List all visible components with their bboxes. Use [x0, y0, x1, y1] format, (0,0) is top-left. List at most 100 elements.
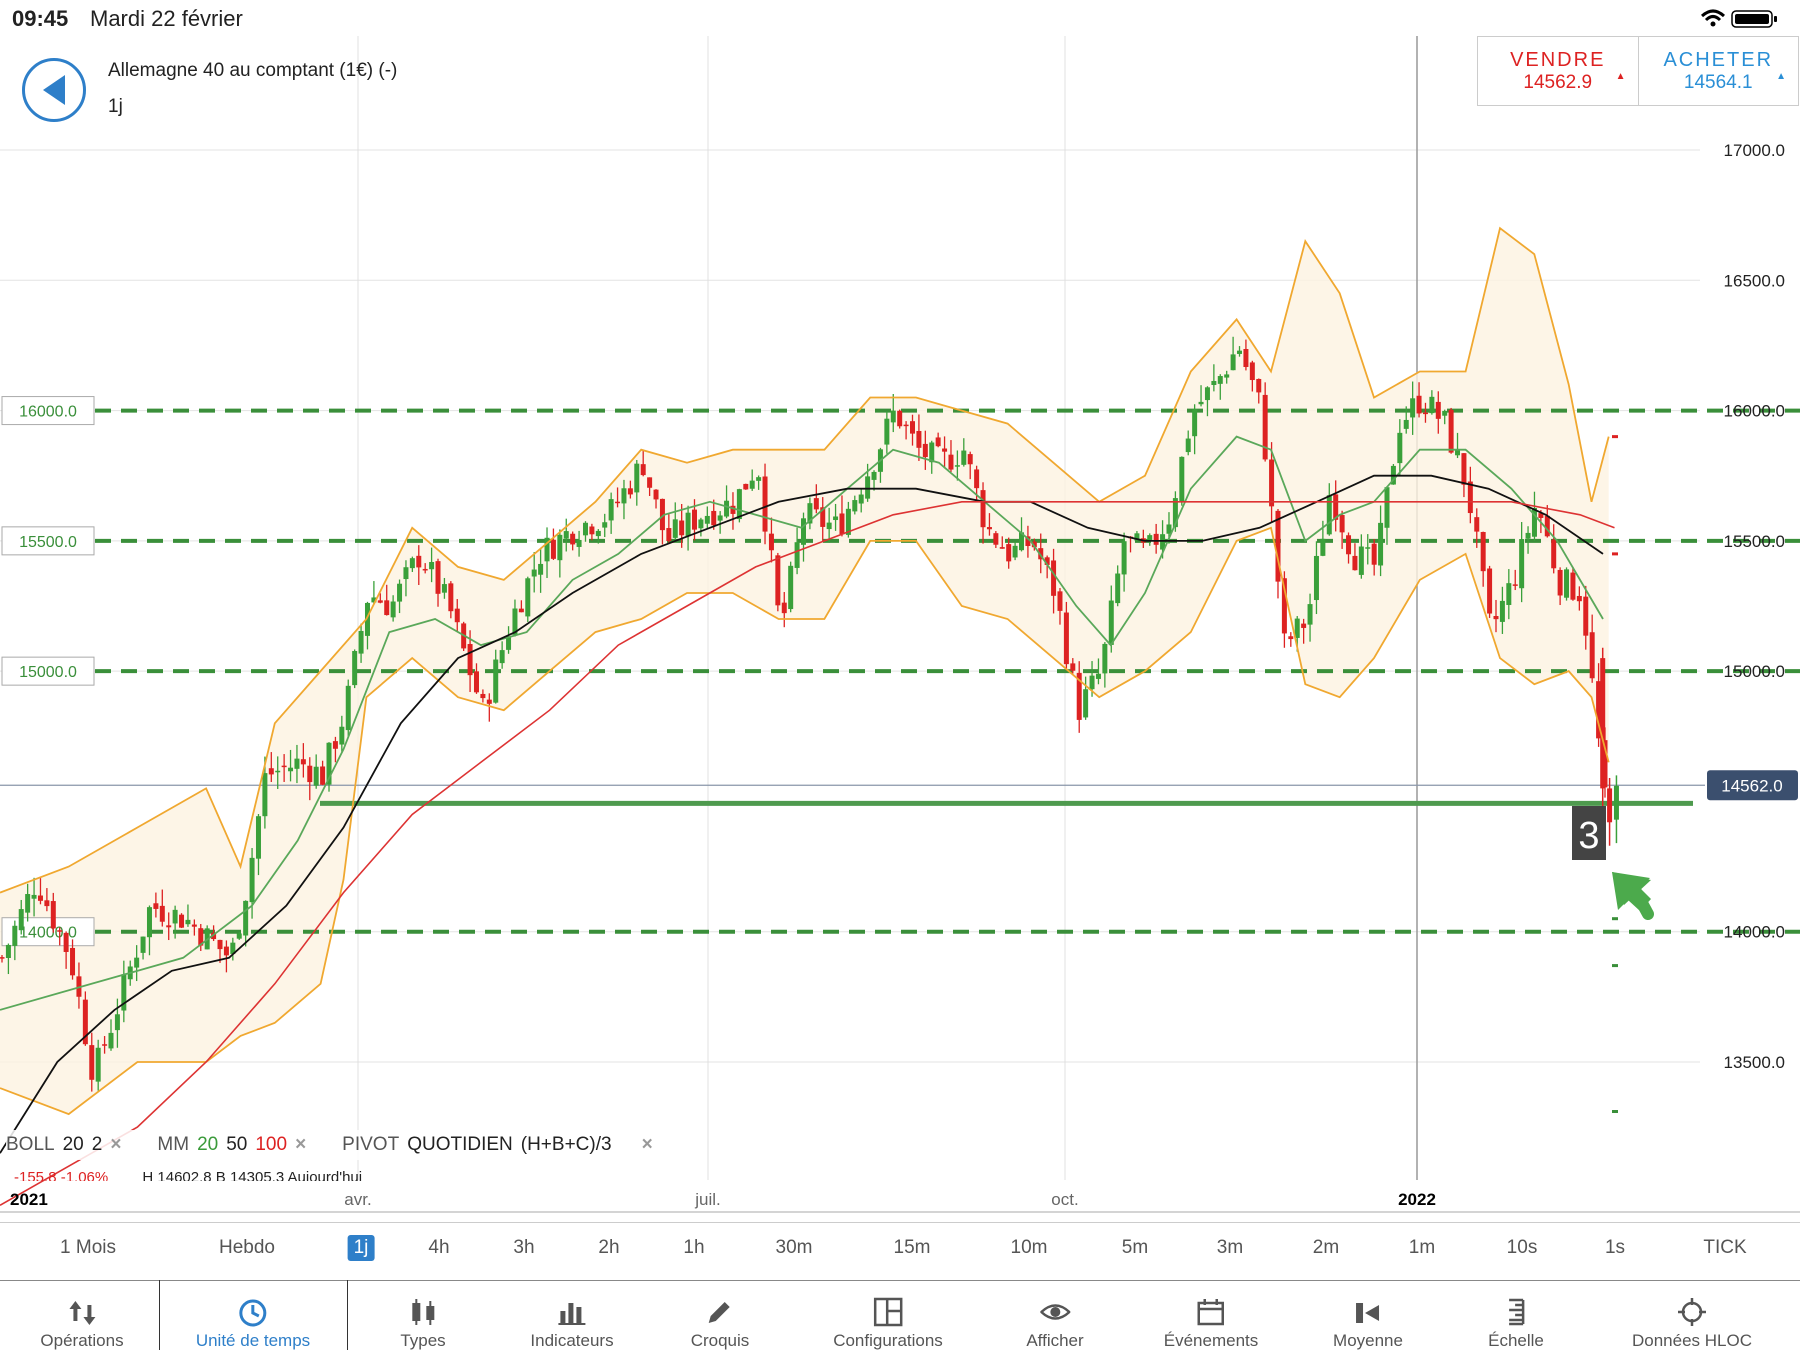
candle-body: [172, 909, 178, 924]
timeframe-1h[interactable]: 1h: [683, 1237, 705, 1258]
candle-body: [1012, 545, 1018, 558]
candle-body: [781, 602, 787, 614]
candle-body: [884, 418, 890, 445]
candle-body: [1243, 349, 1249, 368]
toolbar-croquis[interactable]: Croquis: [691, 1281, 749, 1351]
candle-body: [1448, 409, 1454, 453]
candle-body: [576, 539, 582, 547]
pencil-icon: [709, 1302, 730, 1323]
candle-body: [659, 498, 665, 531]
candle-body: [397, 583, 403, 602]
candle-body: [1172, 498, 1178, 528]
candle-body: [364, 602, 370, 636]
candle-body: [1089, 675, 1095, 690]
candle-body: [313, 766, 319, 786]
timeframe-10m[interactable]: 10m: [1010, 1237, 1048, 1258]
battery-icon: [1731, 10, 1777, 28]
timeframe-bar: 1 Mois Hebdo 1j 4h 3h 2h 1h 30m 15m 10m 5m 3m 2m 1m 10…: [0, 1222, 1800, 1273]
status-bar: 09:45 Mardi 22 février: [0, 0, 1800, 34]
level-label-box: [1, 396, 95, 426]
candle-body: [1576, 595, 1582, 602]
mm-50: 50: [226, 1134, 248, 1155]
timeframe-tick[interactable]: TICK: [1703, 1237, 1747, 1258]
price-chart[interactable]: 16000.0 15500.0 15000.0 14000.0 17000.0 1650…: [0, 0, 1800, 1222]
mm-name: MM: [157, 1134, 190, 1155]
candle-body: [409, 558, 415, 569]
buy-price: 14564.1: [1683, 72, 1753, 93]
candle-body: [1326, 495, 1332, 535]
toolbar-afficher[interactable]: Afficher: [1026, 1281, 1084, 1351]
timeframe-3h[interactable]: 3h: [513, 1237, 535, 1258]
toolbar-moyenne[interactable]: Moyenne: [1333, 1281, 1403, 1351]
timeframe-4h[interactable]: 4h: [428, 1237, 450, 1258]
candle-body: [1531, 508, 1537, 537]
toolbar-evenements[interactable]: Événements: [1164, 1281, 1258, 1351]
timeframe-hebdo[interactable]: Hebdo: [219, 1237, 275, 1258]
candle-body: [768, 533, 774, 551]
timeframe-3m[interactable]: 3m: [1216, 1237, 1244, 1258]
candle-body: [1544, 515, 1550, 537]
candle-body: [441, 584, 447, 593]
remove-boll-button[interactable]: ×: [110, 1134, 122, 1155]
timeframe-2h[interactable]: 2h: [598, 1237, 620, 1258]
level-label-box: [1, 656, 95, 686]
candle-body: [679, 520, 685, 536]
candle-body: [948, 454, 954, 470]
timeframe-1s[interactable]: 1s: [1604, 1237, 1626, 1258]
candle-body: [666, 528, 672, 541]
candle-body: [627, 488, 633, 495]
remove-mm-button[interactable]: ×: [295, 1134, 307, 1155]
candle-body: [1416, 395, 1422, 414]
candle-body: [801, 518, 806, 545]
timeframe-10s[interactable]: 10s: [1506, 1237, 1538, 1258]
candle-body: [153, 903, 159, 909]
candle-body: [845, 508, 851, 535]
toolbar-unite-de-temps[interactable]: Unité de temps: [196, 1281, 310, 1351]
candle-body: [1288, 636, 1294, 640]
candle-body: [236, 933, 242, 939]
timeframe-30m[interactable]: 30m: [775, 1237, 813, 1258]
candle-body: [95, 1047, 101, 1082]
y-tick-label: 16000.0: [1724, 402, 1785, 421]
candle-body: [538, 563, 544, 575]
timeframe-5m[interactable]: 5m: [1121, 1237, 1149, 1258]
level-label: 14000.0: [19, 925, 77, 942]
candle-body: [1179, 456, 1185, 502]
y-tick-label: 14000.0: [1724, 923, 1785, 942]
candle-body: [942, 448, 948, 452]
toolbar-indicateurs[interactable]: Indicateurs: [530, 1281, 614, 1351]
candle-body: [910, 421, 916, 434]
candle-body: [865, 476, 871, 499]
timeframe-15m[interactable]: 15m: [893, 1237, 931, 1258]
buy-button[interactable]: ACHETER 14564.1 ▲: [1637, 37, 1799, 105]
candle-body: [217, 939, 223, 950]
timeframe-1j[interactable]: 1j: [347, 1235, 375, 1261]
timeframe-1-mois[interactable]: 1 Mois: [60, 1237, 116, 1258]
candle-body: [25, 894, 31, 913]
level-label: 15000.0: [19, 664, 77, 681]
candle-body: [839, 513, 845, 535]
toolbar-echelle[interactable]: Échelle: [1488, 1281, 1544, 1351]
timeframe-1m[interactable]: 1m: [1408, 1237, 1436, 1258]
x-tick-label: 2021: [10, 1190, 48, 1209]
crosshair-icon: [1677, 1298, 1706, 1326]
toolbar-operations[interactable]: Opérations: [40, 1281, 124, 1351]
toolbar-configurations[interactable]: Configurations: [833, 1281, 943, 1351]
sell-button[interactable]: VENDRE 14562.9 ▲: [1478, 37, 1638, 105]
calendar-icon: [1197, 1299, 1225, 1326]
wifi-icon: [1700, 9, 1726, 27]
timeframe-2m[interactable]: 2m: [1312, 1237, 1340, 1258]
candle-body: [698, 519, 704, 529]
toolbar-donnees-hloc[interactable]: Données HLOC: [1632, 1281, 1752, 1351]
back-button[interactable]: [22, 58, 86, 122]
candle-body: [159, 905, 165, 922]
candle-body: [230, 942, 236, 954]
candle-body: [44, 900, 50, 907]
remove-pivot-button[interactable]: ×: [641, 1134, 653, 1155]
candle-body: [1160, 534, 1166, 550]
candle-body: [1506, 583, 1512, 605]
candle-body: [339, 726, 345, 745]
x-tick-label: oct.: [1051, 1190, 1078, 1209]
toolbar-types[interactable]: Types: [400, 1281, 446, 1351]
candle-body: [1121, 541, 1127, 575]
